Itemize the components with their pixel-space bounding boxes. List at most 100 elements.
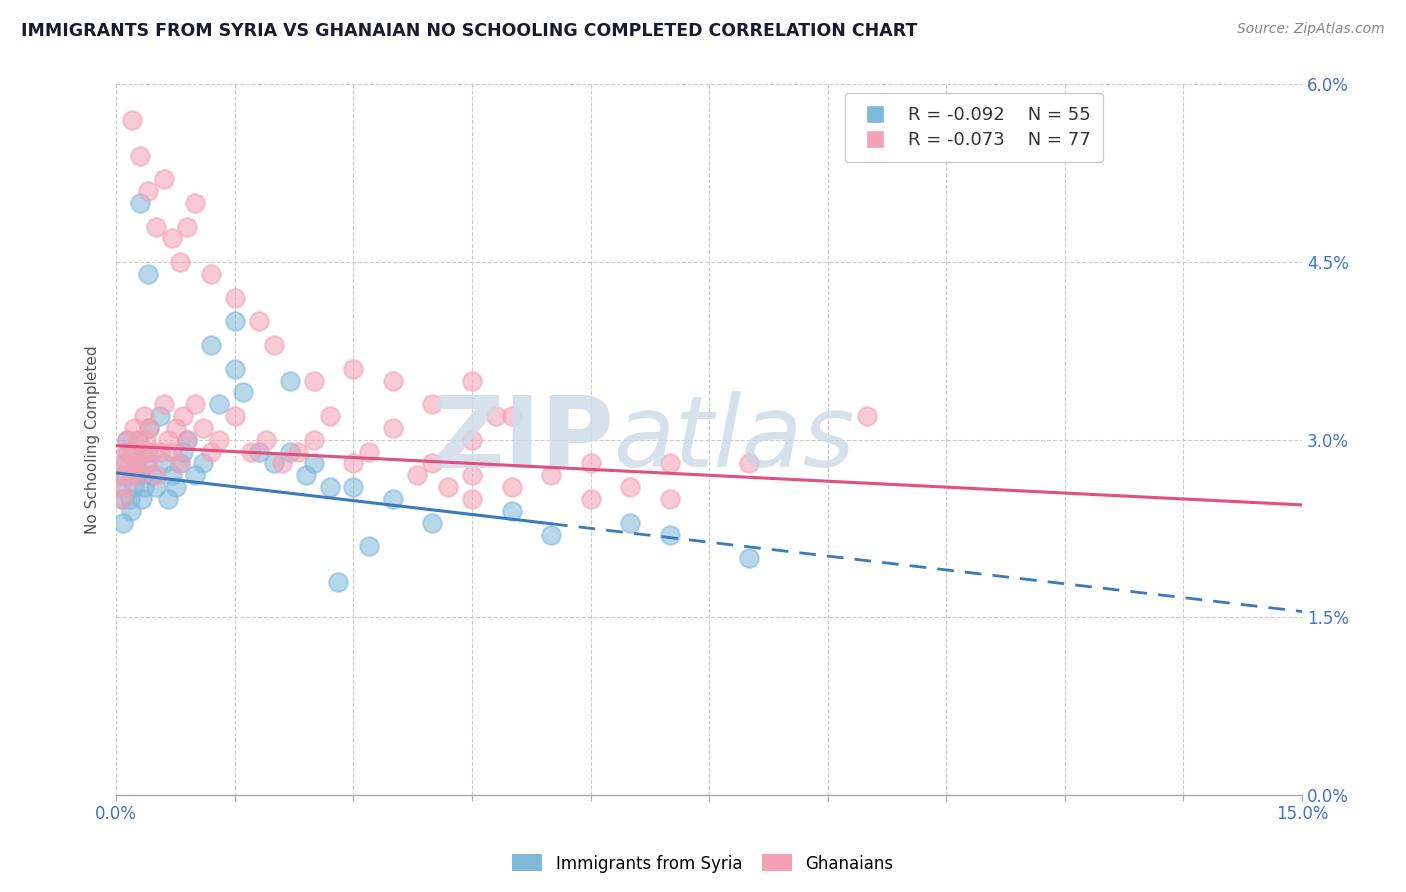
- Point: [136, 267, 159, 281]
- Legend: R = -0.092    N = 55, R = -0.073    N = 77: R = -0.092 N = 55, R = -0.073 N = 77: [845, 94, 1104, 162]
- Point: [138, 421, 160, 435]
- Point: [342, 361, 364, 376]
- Point: [224, 409, 246, 423]
- Point: [152, 397, 174, 411]
- Point: [121, 468, 143, 483]
- Point: [318, 480, 340, 494]
- Point: [208, 433, 231, 447]
- Point: [131, 444, 153, 458]
- Point: [111, 491, 134, 506]
- Point: [125, 457, 148, 471]
- Text: ZIP: ZIP: [432, 392, 614, 488]
- Point: [579, 491, 602, 506]
- Point: [359, 539, 381, 553]
- Point: [152, 172, 174, 186]
- Point: [118, 457, 141, 471]
- Point: [200, 338, 222, 352]
- Point: [127, 433, 149, 447]
- Point: [129, 195, 152, 210]
- Point: [149, 409, 172, 423]
- Point: [129, 468, 152, 483]
- Point: [278, 444, 301, 458]
- Point: [326, 574, 349, 589]
- Legend: Immigrants from Syria, Ghanaians: Immigrants from Syria, Ghanaians: [506, 847, 900, 880]
- Point: [263, 338, 285, 352]
- Point: [278, 374, 301, 388]
- Point: [145, 468, 167, 483]
- Point: [737, 551, 759, 566]
- Point: [120, 468, 142, 483]
- Point: [193, 421, 215, 435]
- Point: [381, 491, 404, 506]
- Point: [169, 457, 191, 471]
- Point: [619, 480, 641, 494]
- Point: [127, 433, 149, 447]
- Point: [132, 409, 155, 423]
- Point: [135, 457, 157, 471]
- Point: [145, 480, 167, 494]
- Point: [138, 421, 160, 435]
- Point: [169, 457, 191, 471]
- Point: [160, 444, 183, 458]
- Point: [247, 314, 270, 328]
- Point: [184, 195, 207, 210]
- Point: [176, 219, 198, 234]
- Point: [141, 468, 163, 483]
- Point: [136, 184, 159, 198]
- Point: [271, 457, 294, 471]
- Point: [501, 480, 523, 494]
- Point: [115, 433, 138, 447]
- Point: [129, 148, 152, 162]
- Point: [112, 480, 135, 494]
- Point: [176, 433, 198, 447]
- Point: [381, 374, 404, 388]
- Point: [156, 491, 179, 506]
- Point: [540, 468, 562, 483]
- Point: [658, 527, 681, 541]
- Point: [405, 468, 427, 483]
- Point: [136, 444, 159, 458]
- Point: [295, 468, 318, 483]
- Point: [437, 480, 460, 494]
- Point: [193, 457, 215, 471]
- Point: [224, 314, 246, 328]
- Point: [287, 444, 309, 458]
- Point: [342, 457, 364, 471]
- Point: [122, 480, 145, 494]
- Point: [110, 468, 132, 483]
- Point: [172, 409, 194, 423]
- Text: IMMIGRANTS FROM SYRIA VS GHANAIAN NO SCHOOLING COMPLETED CORRELATION CHART: IMMIGRANTS FROM SYRIA VS GHANAIAN NO SCH…: [21, 22, 918, 40]
- Point: [247, 444, 270, 458]
- Point: [658, 491, 681, 506]
- Point: [224, 361, 246, 376]
- Point: [169, 255, 191, 269]
- Point: [112, 468, 135, 483]
- Point: [121, 112, 143, 127]
- Point: [120, 504, 142, 518]
- Point: [318, 409, 340, 423]
- Point: [141, 444, 163, 458]
- Point: [136, 457, 159, 471]
- Point: [737, 457, 759, 471]
- Point: [111, 491, 134, 506]
- Point: [118, 491, 141, 506]
- Point: [658, 457, 681, 471]
- Point: [114, 444, 136, 458]
- Point: [256, 433, 278, 447]
- Point: [156, 433, 179, 447]
- Point: [422, 457, 444, 471]
- Point: [121, 444, 143, 458]
- Point: [381, 421, 404, 435]
- Point: [224, 291, 246, 305]
- Point: [485, 409, 508, 423]
- Point: [160, 231, 183, 245]
- Point: [232, 385, 254, 400]
- Point: [856, 409, 879, 423]
- Point: [165, 421, 187, 435]
- Point: [302, 433, 325, 447]
- Point: [125, 457, 148, 471]
- Point: [461, 374, 484, 388]
- Point: [359, 444, 381, 458]
- Point: [145, 219, 167, 234]
- Point: [302, 374, 325, 388]
